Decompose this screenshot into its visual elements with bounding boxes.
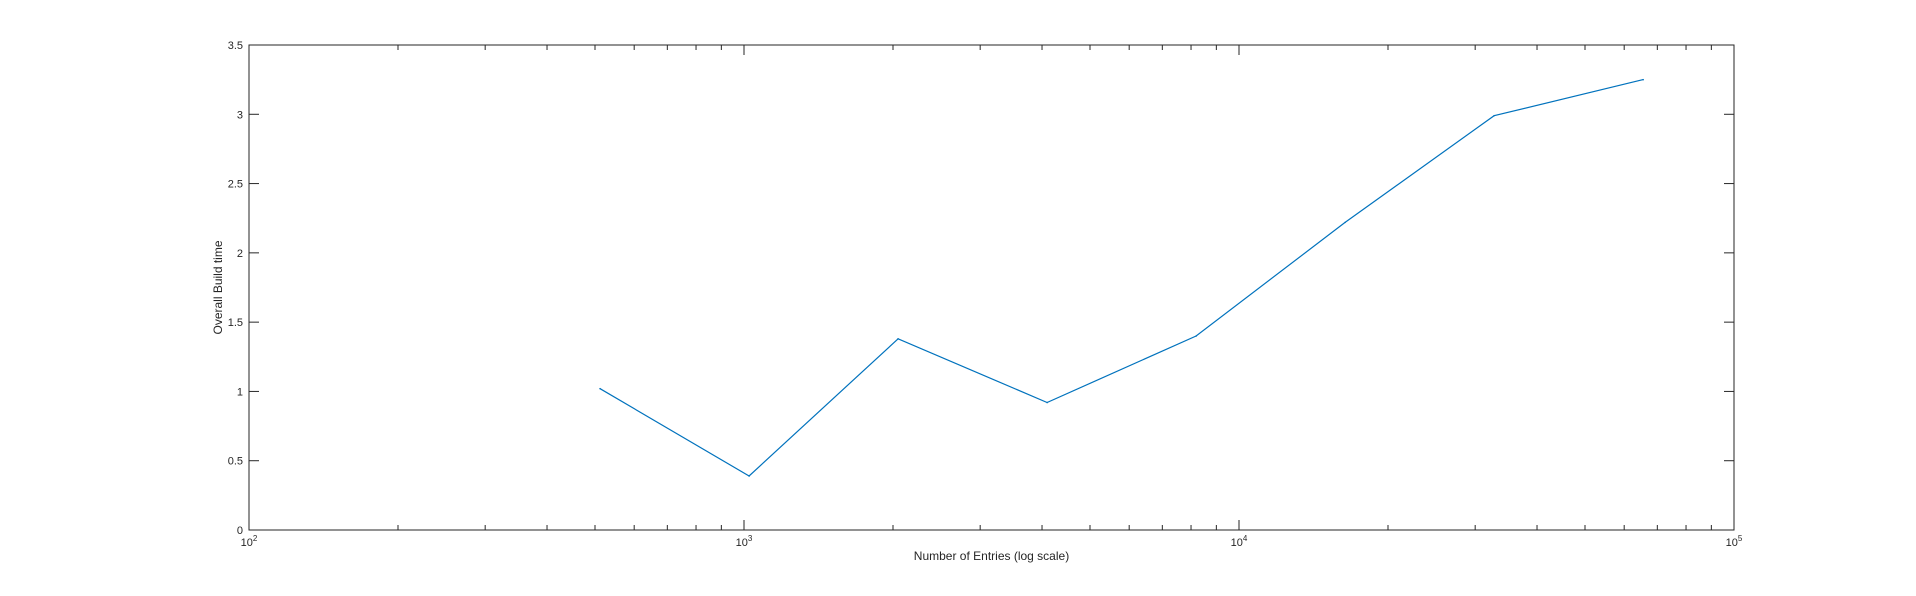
x-tick-label-exponent: 4	[1243, 534, 1248, 543]
y-tick-label: 1.5	[228, 317, 243, 329]
data-point	[1195, 335, 1197, 337]
x-tick-label: 102	[241, 534, 258, 549]
major-tick-marks	[248, 44, 1735, 531]
x-tick-label-exponent: 2	[253, 534, 258, 543]
x-tick-label: 104	[1231, 534, 1248, 549]
data-point	[748, 475, 750, 477]
x-tick-labels: 102 103 104 105	[241, 534, 1743, 549]
data-point	[1344, 221, 1346, 224]
y-tick-label: 1	[237, 386, 243, 398]
x-tick-label-base: 10	[736, 537, 748, 549]
series-line	[599, 79, 1644, 477]
y-tick-label: 0	[237, 525, 243, 537]
data-point	[1642, 78, 1644, 81]
y-axis-label: Overall Build time	[211, 240, 225, 334]
data-point	[1493, 114, 1495, 117]
x-axis-label: Number of Entries (log scale)	[914, 549, 1069, 563]
y-tick-label: 3	[237, 109, 243, 121]
y-tick-label: 3.5	[228, 40, 243, 52]
y-tick-labels: 0 0.5 1 1.5 2 2.5 3 3.5	[228, 40, 243, 537]
x-tick-label-base: 10	[241, 537, 253, 549]
x-tick-label-exponent: 5	[1738, 534, 1743, 543]
data-point	[897, 337, 899, 340]
x-tick-label-exponent: 3	[748, 534, 753, 543]
y-tick-label: 2.5	[228, 179, 243, 191]
x-tick-label-base: 10	[1231, 537, 1243, 549]
data-point	[1046, 401, 1048, 404]
minor-tick-marks	[397, 45, 1712, 530]
series-layer	[599, 78, 1644, 477]
y-tick-label: 2	[237, 248, 243, 260]
x-tick-label: 103	[736, 534, 753, 549]
x-tick-label: 105	[1726, 534, 1743, 549]
plot-area-frame	[248, 44, 1735, 531]
data-point	[599, 387, 601, 390]
x-tick-label-base: 10	[1726, 537, 1738, 549]
y-tick-label: 0.5	[228, 456, 243, 468]
